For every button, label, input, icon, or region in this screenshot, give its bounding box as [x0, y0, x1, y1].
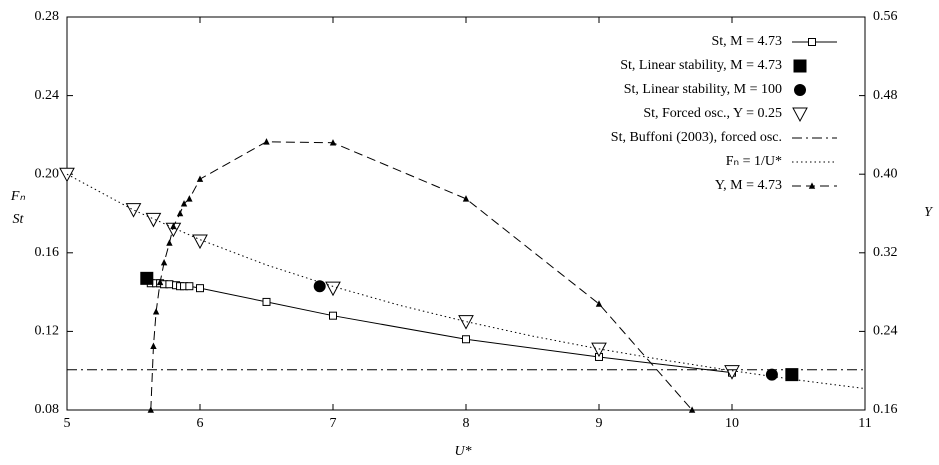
- y-tick-label: 0.28: [35, 9, 60, 24]
- series-line: [150, 141, 693, 411]
- marker: [595, 300, 603, 307]
- y-tick-label: 0.08: [35, 402, 60, 417]
- marker: [462, 335, 470, 344]
- legend-marker: [808, 182, 816, 189]
- y2-tick-label: 0.32: [873, 245, 898, 260]
- series-line: [150, 282, 733, 374]
- marker: [263, 138, 270, 145]
- x-axis-label: U*: [454, 444, 471, 459]
- marker: [262, 297, 271, 306]
- y2-tick-label: 0.40: [873, 166, 898, 181]
- marker: [186, 195, 193, 202]
- x-tick-label: 5: [64, 416, 71, 431]
- marker: [170, 222, 177, 230]
- legend-label: St, Linear stability, M = 100: [624, 82, 782, 97]
- marker: [145, 212, 162, 228]
- marker: [458, 315, 474, 330]
- legend-marker: [794, 84, 806, 96]
- marker: [724, 365, 740, 380]
- marker: [160, 259, 168, 266]
- series-line: [66, 173, 866, 390]
- marker: [152, 308, 160, 315]
- x-tick-label: 8: [463, 416, 470, 431]
- y-tick-label: 0.12: [35, 324, 60, 339]
- marker: [180, 200, 188, 207]
- marker: [196, 175, 204, 182]
- y-tick-label: 0.24: [35, 88, 60, 103]
- x-tick-label: 11: [858, 416, 871, 431]
- legend-label: St, M = 4.73: [711, 34, 782, 49]
- marker: [325, 281, 341, 297]
- x-tick-label: 9: [596, 416, 603, 431]
- y-axis-label: Fₙ: [10, 189, 26, 204]
- y2-tick-label: 0.56: [873, 9, 898, 24]
- legend-marker: [808, 38, 816, 46]
- y2-tick-label: 0.48: [873, 88, 898, 103]
- marker: [166, 239, 173, 246]
- x-tick-label: 7: [330, 416, 337, 431]
- marker: [462, 195, 470, 202]
- marker: [125, 203, 142, 218]
- plot-frame: [66, 16, 866, 411]
- legend-marker: [792, 107, 808, 123]
- legend-label: Fₙ = 1/U*: [726, 154, 782, 169]
- marker: [313, 280, 326, 293]
- marker: [176, 209, 184, 217]
- marker: [591, 342, 607, 358]
- marker: [156, 278, 164, 286]
- y-tick-label: 0.16: [35, 245, 60, 260]
- legend-label: Y, M = 4.73: [715, 178, 782, 193]
- marker: [185, 282, 194, 291]
- legend-marker: [793, 59, 807, 73]
- marker: [688, 406, 696, 413]
- marker: [140, 271, 154, 285]
- y2-tick-label: 0.24: [873, 324, 898, 339]
- legend-label: St, Buffoni (2003), forced osc.: [611, 130, 782, 145]
- marker: [329, 139, 337, 146]
- marker: [765, 368, 778, 381]
- marker: [329, 311, 337, 320]
- marker: [785, 368, 799, 382]
- marker: [150, 342, 157, 349]
- marker: [165, 280, 174, 289]
- x-tick-label: 6: [197, 416, 204, 431]
- marker: [196, 284, 204, 293]
- y-tick-label: 0.20: [35, 166, 60, 181]
- y2-tick-label: 0.16: [873, 402, 898, 417]
- y-axis-label: St: [13, 212, 25, 227]
- marker: [147, 406, 154, 413]
- legend-label: St, Forced osc., Y = 0.25: [643, 106, 782, 121]
- y2-axis-label: Y: [924, 205, 934, 220]
- x-tick-label: 10: [725, 416, 739, 431]
- legend-label: St, Linear stability, M = 4.73: [620, 58, 782, 73]
